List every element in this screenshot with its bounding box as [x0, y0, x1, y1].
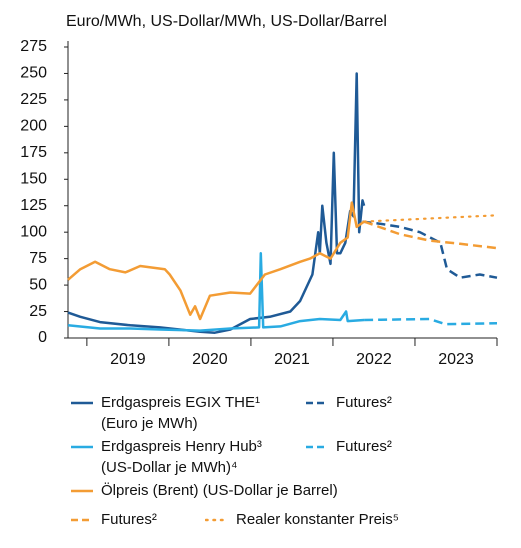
legend-item: Futures²	[305, 392, 505, 413]
y-tick-label: 0	[38, 329, 47, 346]
series-line	[67, 252, 365, 332]
y-tick-label: 200	[20, 118, 47, 135]
legend-label: Futures²	[336, 394, 392, 411]
x-tick-label: 2023	[438, 351, 474, 368]
legend-item: Futures²	[305, 436, 505, 457]
series-line	[362, 220, 498, 279]
y-tick-label: 75	[29, 250, 47, 267]
legend-item: Erdgaspreis EGIX THE¹ (Euro je MWh)	[70, 392, 280, 434]
legend-swatch	[71, 518, 93, 522]
y-tick-label: 100	[20, 223, 47, 240]
y-tick-label: 250	[20, 65, 47, 82]
x-tick-label: 2021	[274, 351, 310, 368]
legend-label: Ölpreis (Brent) (US-Dollar je Barrel)	[101, 482, 338, 499]
y-tick-label: 275	[20, 38, 47, 55]
legend-label: Erdgaspreis EGIX THE¹ (Euro je MWh)	[101, 394, 260, 432]
y-tick-label: 225	[20, 91, 47, 108]
x-tick-label: 2022	[356, 351, 392, 368]
y-tick-label: 125	[20, 197, 47, 214]
series-line	[67, 201, 365, 321]
legend-label: Realer konstanter Preis⁵	[236, 511, 399, 528]
series-line	[363, 214, 499, 223]
legend-label: Erdgaspreis Henry Hub³ (US-Dollar je MWh…	[101, 438, 262, 476]
x-tick-label: 2020	[192, 351, 228, 368]
y-tick-label: 175	[20, 144, 47, 161]
legend-swatch	[306, 401, 328, 405]
chart-title: Euro/MWh, US-Dollar/MWh, US-Dollar/Barre…	[66, 13, 387, 30]
y-tick-label: 150	[20, 170, 47, 187]
series-line	[364, 317, 498, 326]
legend-label: Futures²	[336, 438, 392, 455]
y-tick-label: 50	[29, 276, 47, 293]
legend-item: Futures²	[70, 509, 190, 530]
legend-item: Realer konstanter Preis⁵	[205, 509, 505, 530]
legend-swatch	[306, 445, 328, 449]
y-tick-label: 25	[29, 303, 47, 320]
legend-swatch	[205, 518, 229, 522]
x-tick-label: 2019	[110, 351, 146, 368]
legend-label: Futures²	[101, 511, 157, 528]
legend-item: Ölpreis (Brent) (US-Dollar je Barrel)	[70, 480, 510, 501]
legend-swatch	[71, 489, 93, 493]
legend-swatch	[71, 401, 93, 405]
legend-item: Erdgaspreis Henry Hub³ (US-Dollar je MWh…	[70, 436, 280, 478]
legend-swatch	[71, 445, 93, 449]
